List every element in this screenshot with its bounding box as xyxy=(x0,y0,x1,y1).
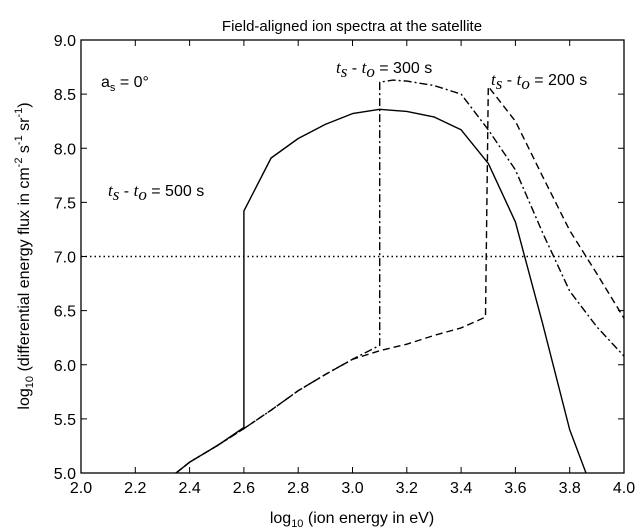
chart-title: Field-aligned ion spectra at the satelli… xyxy=(222,18,482,35)
angle-annotation: as = 0° xyxy=(101,74,149,94)
series-line-dashed xyxy=(175,85,624,473)
y-tick-label: 9.0 xyxy=(54,33,76,50)
x-tick-label: 3.8 xyxy=(559,480,581,497)
y-tick-label: 8.0 xyxy=(54,141,76,158)
y-tick-label: 8.5 xyxy=(54,87,76,104)
series-group xyxy=(175,79,624,473)
axis-ticks: 2.0 2.2 2.4 2.6 2.8 3.0 3.2 3.4 3.6 3.8 4.0 5.0 5.5 6… xyxy=(54,33,635,497)
x-tick-label: 4.0 xyxy=(613,480,635,497)
label-200s: ts - to = 200 s xyxy=(491,70,587,93)
series-line-solid xyxy=(175,108,587,473)
x-tick-label: 2.0 xyxy=(70,480,92,497)
y-tick-label: 5.0 xyxy=(54,466,76,483)
x-tick-label: 2.2 xyxy=(124,480,146,497)
y-tick-label: 5.5 xyxy=(54,412,76,429)
x-tick-label: 3.4 xyxy=(450,480,472,497)
x-tick-label: 2.4 xyxy=(178,480,200,497)
y-tick-label: 7.5 xyxy=(54,195,76,212)
label-500s: ts - to = 500 s xyxy=(108,181,204,204)
y-axis-label: log10 (differential energy flux in cm-2 … xyxy=(13,102,36,409)
y-tick-label: 6.0 xyxy=(54,358,76,375)
x-tick-label: 2.8 xyxy=(287,480,309,497)
x-tick-label: 3.0 xyxy=(341,480,363,497)
x-tick-label: 3.6 xyxy=(504,480,526,497)
series-line-dashdot xyxy=(175,79,624,473)
label-300s: ts - to = 300 s xyxy=(336,58,432,81)
y-tick-label: 6.5 xyxy=(54,304,76,321)
x-tick-label: 3.2 xyxy=(396,480,418,497)
y-tick-label: 7.0 xyxy=(54,250,76,267)
x-tick-label: 2.6 xyxy=(233,480,255,497)
x-axis-label: log10 (ion energy in eV) xyxy=(270,510,434,530)
